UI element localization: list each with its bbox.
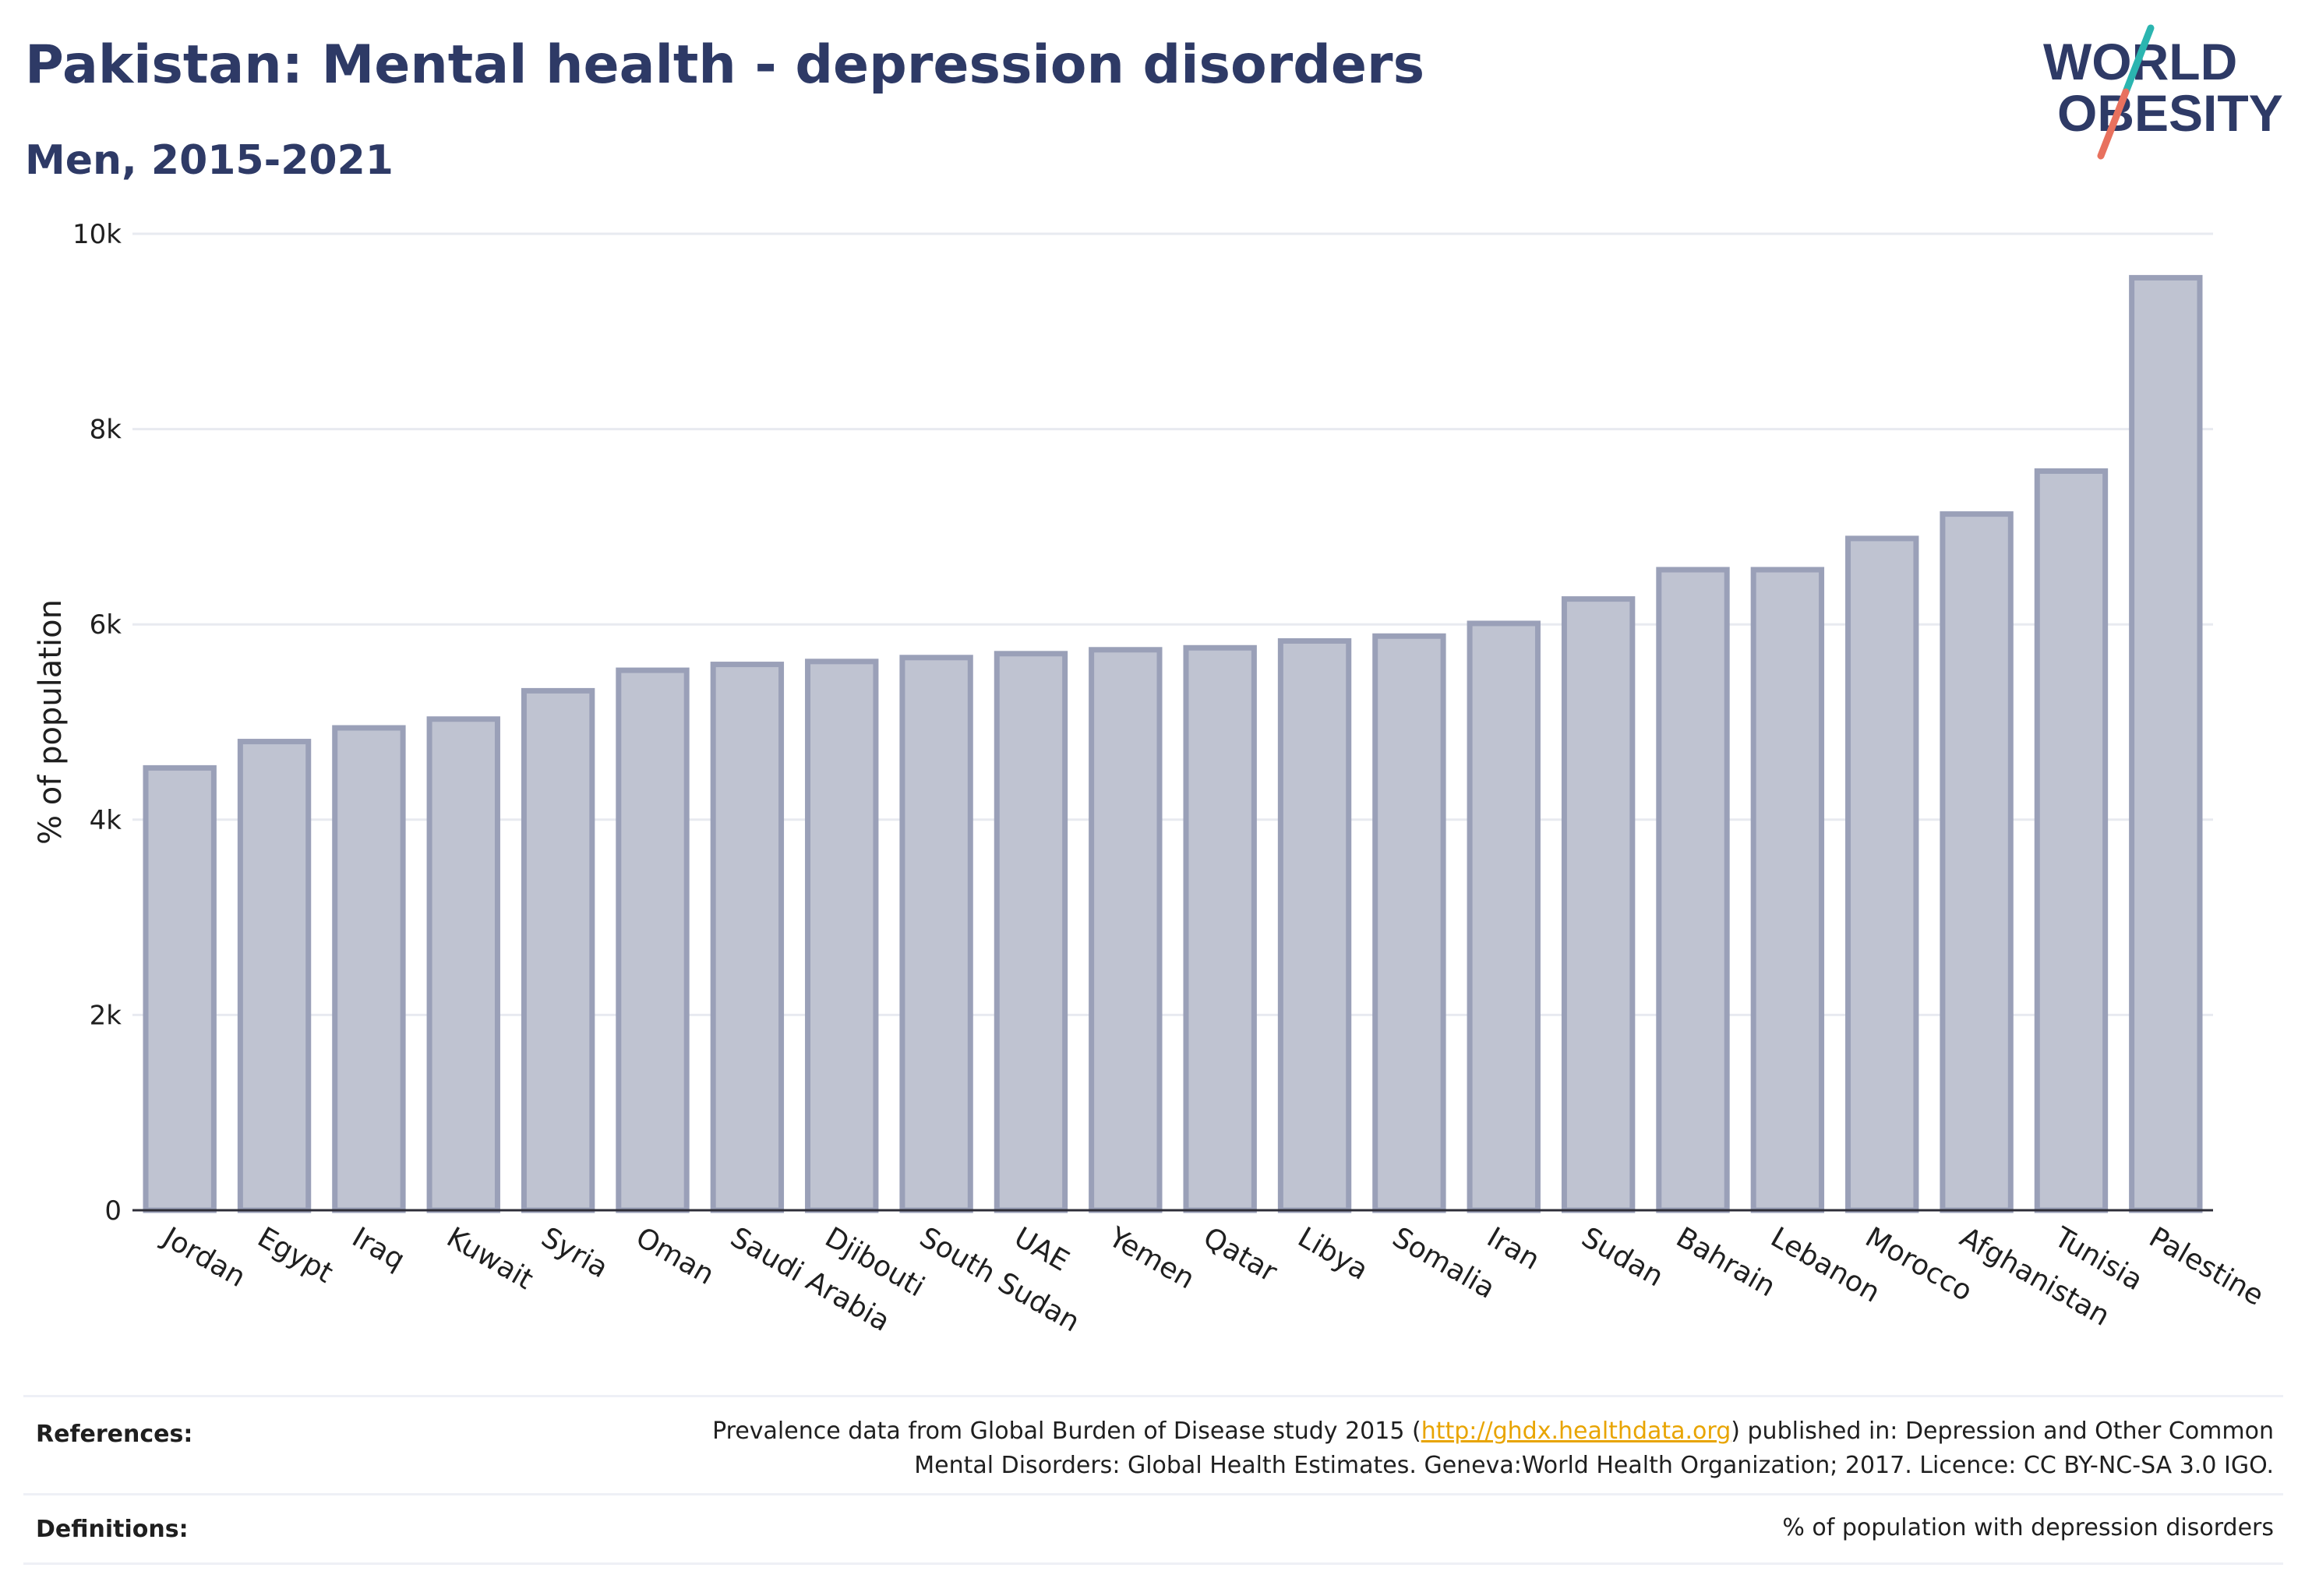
bars <box>143 274 2203 1213</box>
x-tick-label: Saudi Arabia <box>725 1221 895 1338</box>
bar-qatar <box>1183 644 1257 1213</box>
x-tick-label: Yemen <box>1103 1221 1200 1296</box>
definitions-label: Definitions: <box>36 1516 189 1543</box>
x-tick-label: Egypt <box>252 1221 338 1289</box>
bar-palestine <box>2129 274 2203 1213</box>
x-tick-label: Libya <box>1293 1221 1374 1287</box>
bar-morocco <box>1845 535 1919 1213</box>
references-link[interactable]: http://ghdx.healthdata.org <box>1421 1418 1731 1445</box>
x-tick-label: UAE <box>1008 1221 1074 1277</box>
bar-syria <box>521 687 595 1213</box>
bar-bahrain <box>1656 567 1730 1213</box>
definitions-row: Definitions: % of population with depres… <box>23 1493 2283 1565</box>
references-line2: Mental Disorders: Global Health Estimate… <box>914 1452 2274 1479</box>
x-tick-label: Oman <box>630 1221 719 1291</box>
x-tick-label: Bahrain <box>1671 1221 1781 1303</box>
x-tick-label: Syria <box>536 1221 613 1284</box>
bar-sudan <box>1561 596 1636 1213</box>
bar-djibouti <box>805 659 879 1213</box>
bar-iran <box>1467 620 1541 1213</box>
y-tick-label: 0 <box>104 1195 122 1227</box>
bar-lebanon <box>1750 567 1825 1213</box>
bar-egypt <box>237 739 312 1213</box>
x-tick-label: Somalia <box>1387 1221 1500 1305</box>
y-axis-title: % of population <box>33 599 69 845</box>
x-tick-label: Jordan <box>156 1220 250 1294</box>
x-tick-label: Qatar <box>1198 1221 1282 1288</box>
x-tick-label: Iraq <box>347 1221 410 1276</box>
bar-uae <box>994 651 1068 1213</box>
bar-tunisia <box>2034 468 2109 1213</box>
bar-kuwait <box>426 716 500 1213</box>
bar-jordan <box>143 764 217 1213</box>
y-tick-label: 10k <box>72 219 122 250</box>
logo-slash-coral <box>2097 88 2130 160</box>
logo-slash-teal <box>2122 24 2155 96</box>
x-tick-label: Palestine <box>2144 1221 2269 1312</box>
bar-oman <box>616 667 690 1213</box>
references-text-pre: Prevalence data from Global Burden of Di… <box>712 1418 1421 1445</box>
bar-libya <box>1277 638 1352 1213</box>
y-axis-ticks: 0 2k 4k 6k 8k 10k <box>72 219 122 1227</box>
chart-subtitle: Men, 2015-2021 <box>25 137 394 184</box>
y-tick-label: 4k <box>90 805 122 836</box>
y-tick-label: 6k <box>90 609 122 641</box>
bar-iraq <box>332 725 406 1213</box>
x-tick-label: Lebanon <box>1765 1221 1885 1309</box>
references-label: References: <box>36 1421 193 1448</box>
definitions-text: % of population with depression disorder… <box>1782 1514 2274 1541</box>
y-tick-label: 8k <box>90 415 122 446</box>
x-tick-label: Iran <box>1481 1221 1544 1276</box>
y-tick-label: 2k <box>90 1000 122 1031</box>
references-row: References: Prevalence data from Global … <box>23 1395 2283 1495</box>
x-tick-label: Sudan <box>1576 1221 1669 1293</box>
bar-yemen <box>1089 647 1163 1213</box>
references-text: Prevalence data from Global Burden of Di… <box>712 1414 2274 1483</box>
world-obesity-logo: WORLD OBESITY <box>2043 24 2283 160</box>
bar-somalia <box>1372 633 1446 1213</box>
bar-saudi-arabia <box>710 662 785 1213</box>
references-text-post: ) published in: Depression and Other Com… <box>1731 1418 2274 1445</box>
bar-afghanistan <box>1940 511 2014 1213</box>
logo-line2: OBESITY <box>2057 84 2283 142</box>
x-tick-label: Kuwait <box>441 1221 538 1296</box>
chart-title: Pakistan: Mental health - depression dis… <box>25 34 1425 96</box>
bar-south-sudan <box>899 655 973 1213</box>
x-tick-label: South Sudan <box>914 1221 1085 1338</box>
